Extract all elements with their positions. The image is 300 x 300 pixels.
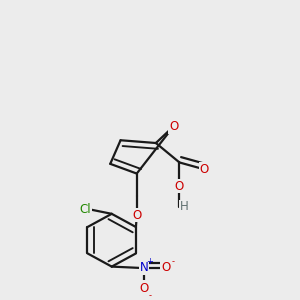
- Text: O: O: [132, 209, 141, 222]
- Text: +: +: [146, 257, 153, 266]
- Text: H: H: [179, 200, 188, 213]
- Text: O: O: [175, 180, 184, 193]
- Text: O: O: [169, 120, 178, 133]
- Text: Cl: Cl: [80, 203, 91, 216]
- Text: O: O: [161, 262, 170, 275]
- Text: O: O: [200, 163, 209, 176]
- Text: -: -: [149, 291, 152, 300]
- Text: -: -: [172, 257, 175, 266]
- Text: O: O: [140, 282, 149, 295]
- Text: N: N: [140, 262, 148, 275]
